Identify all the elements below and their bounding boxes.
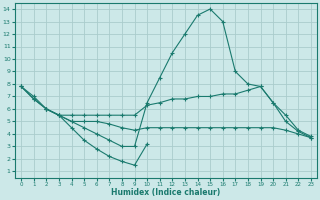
X-axis label: Humidex (Indice chaleur): Humidex (Indice chaleur)	[111, 188, 221, 197]
